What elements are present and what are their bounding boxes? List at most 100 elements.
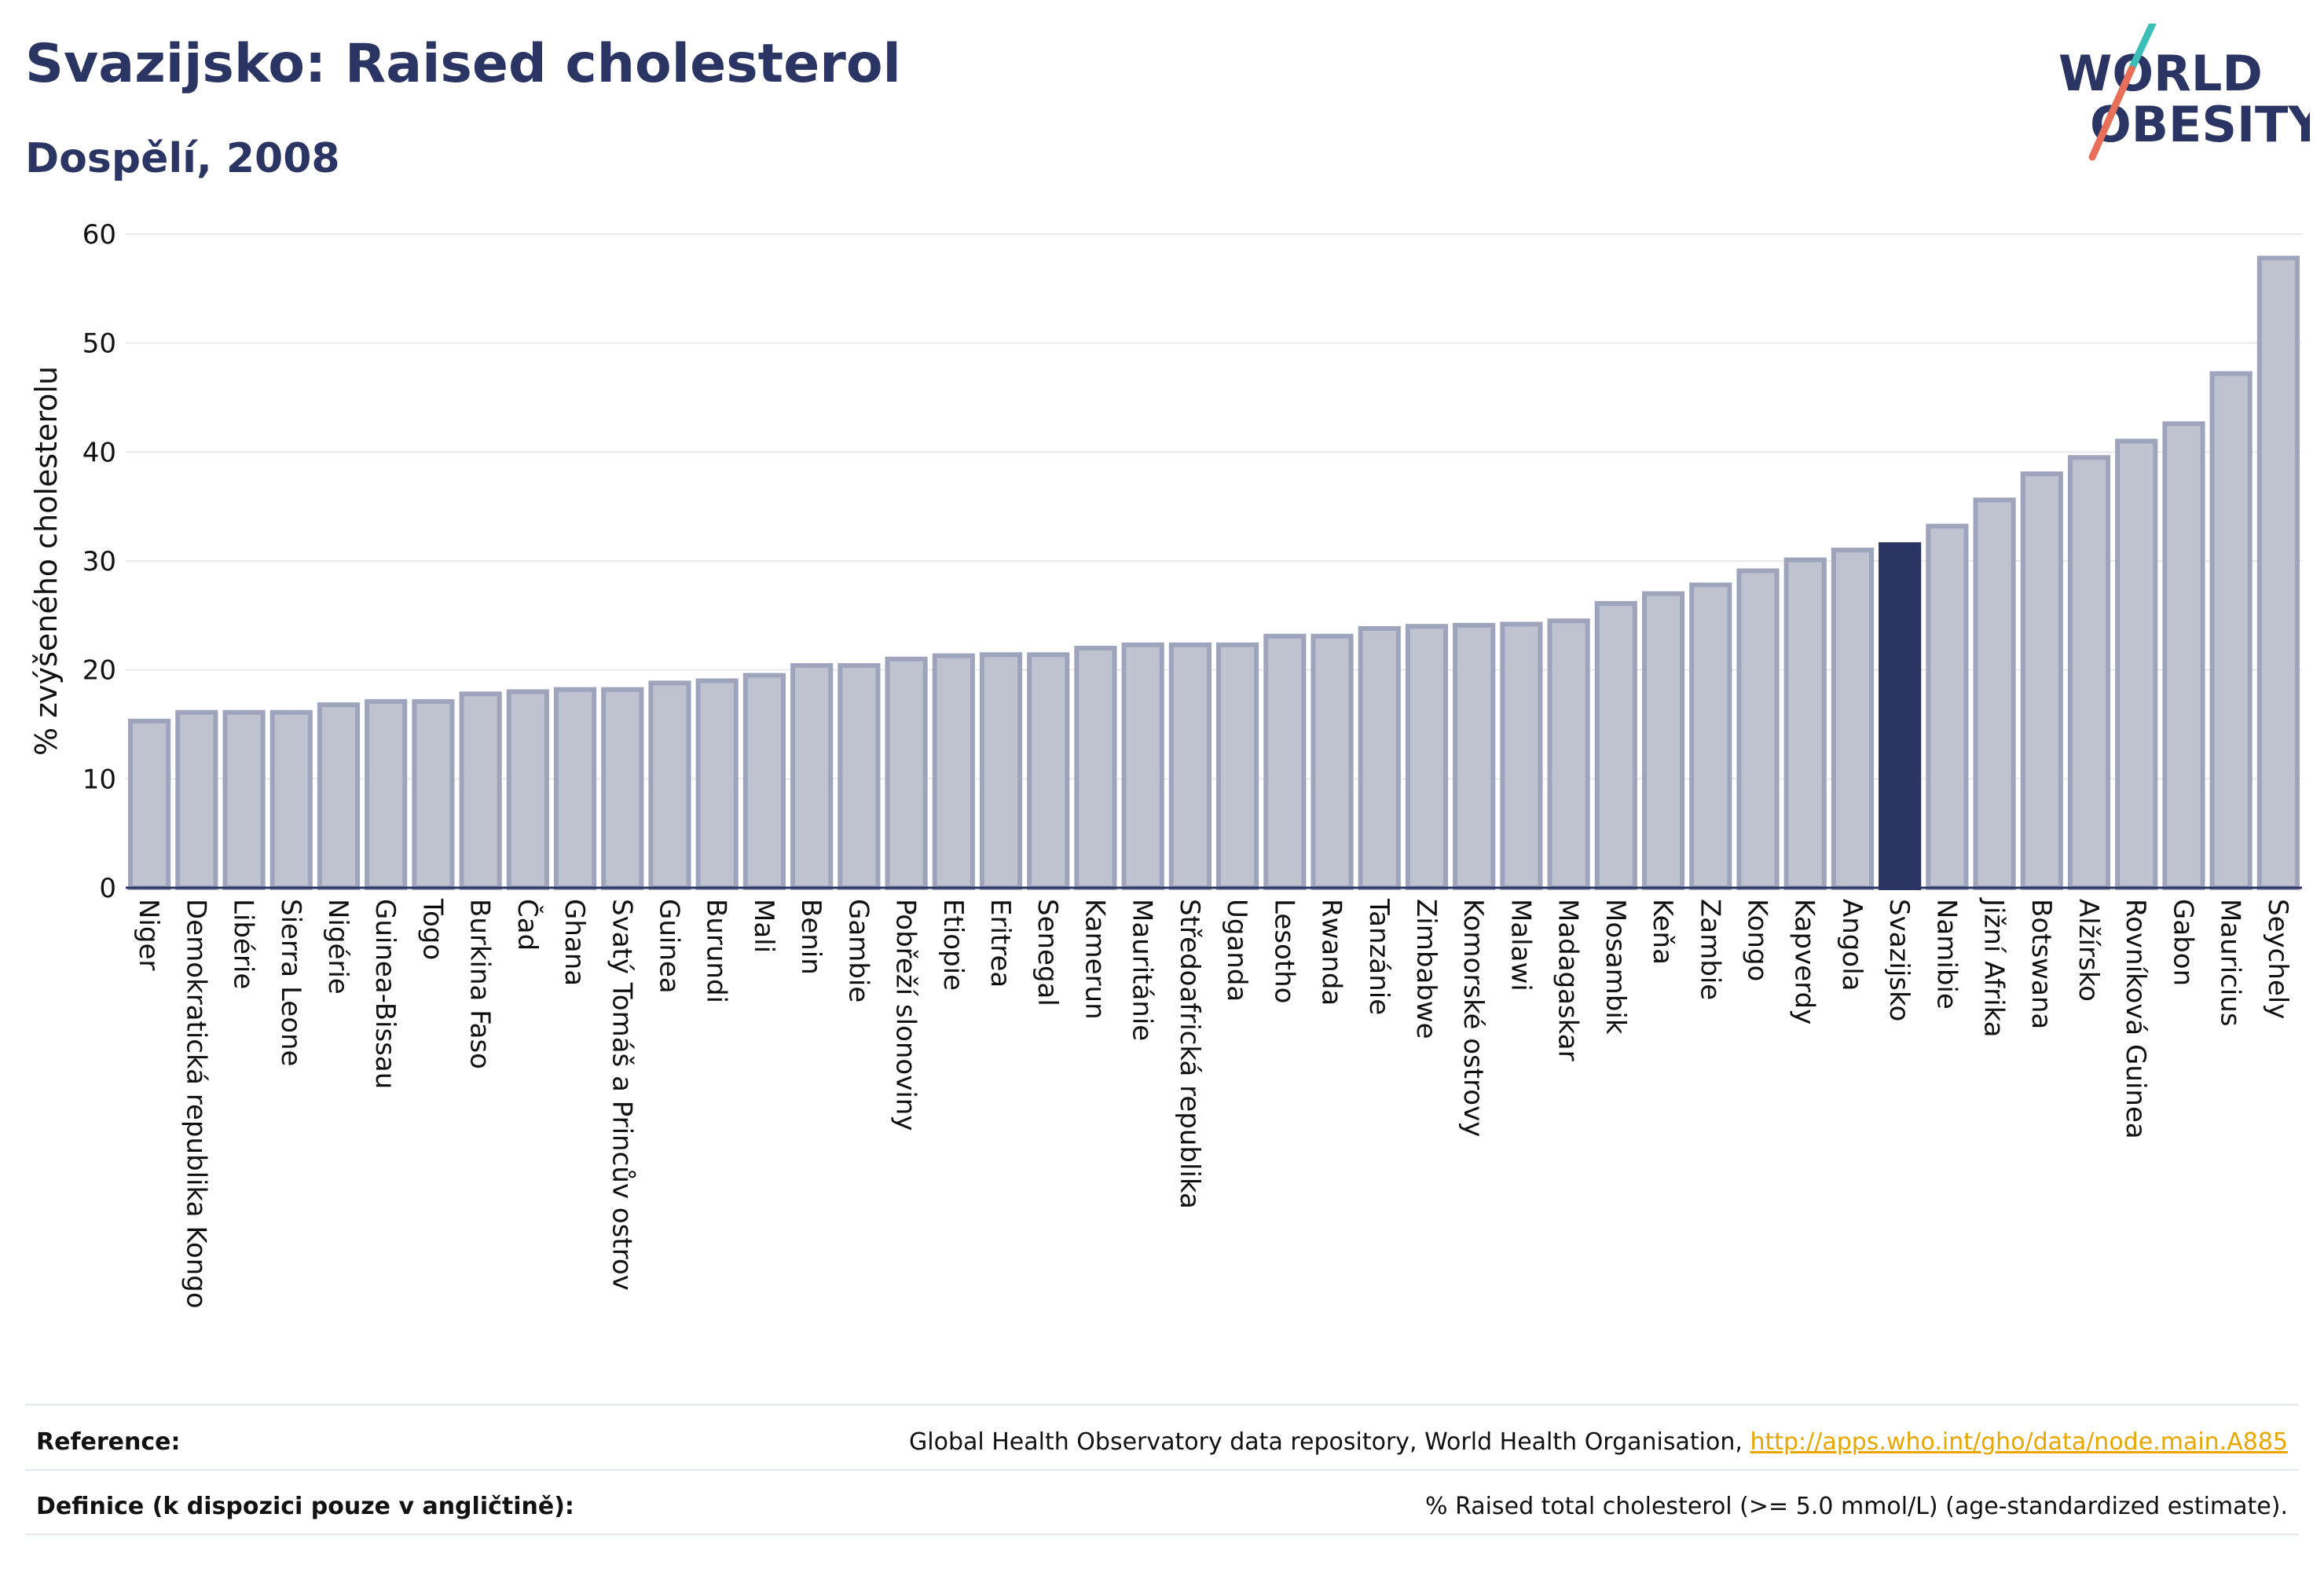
bar[interactable] [742,673,786,890]
x-tick-label: Botswana [2025,899,2057,1029]
bar[interactable] [1594,601,1637,891]
bar[interactable] [175,709,218,890]
x-tick-label: Čad [511,899,544,951]
bar[interactable] [1453,622,1496,891]
x-tick-label: Gabon [2167,899,2198,986]
bar[interactable] [838,663,881,890]
bar[interactable] [317,702,361,890]
bar[interactable] [1689,582,1732,890]
bar[interactable] [885,656,928,890]
bar[interactable] [932,653,975,890]
logo-line2: OBESITY [2090,96,2310,153]
x-tick-label: Tanzánie [1363,898,1395,1015]
definition-label: Definice (k dispozici pouze v angličtině… [36,1493,574,1520]
bar[interactable] [1121,642,1164,890]
x-tick-label: Sierra Leone [275,899,306,1066]
bar[interactable] [1405,624,1449,890]
logo-line1: WORLD [2058,45,2263,102]
bar[interactable] [2067,455,2111,890]
y-tick-label: 20 [82,655,116,687]
x-tick-label: Mosambik [1600,899,1631,1035]
chart-title: Svazijsko: Raised cholesterol [25,33,901,95]
bar[interactable] [1831,548,1875,891]
x-tick-label: Namibie [1930,899,1962,1010]
bar[interactable] [2162,421,2205,890]
bar-highlighted[interactable] [1879,542,1922,890]
x-tick-label: Benin [795,899,827,975]
x-tick-label: Nigérie [322,899,354,995]
bar[interactable] [2209,371,2253,890]
bar[interactable] [412,698,455,890]
x-tick-label: Ghana [559,899,590,986]
x-tick-label: Keňa [1647,899,1678,965]
bar[interactable] [128,718,171,891]
x-tick-label: Seychely [2262,899,2293,1019]
bar[interactable] [1736,568,1780,890]
x-tick-label: Mauricius [2215,899,2246,1027]
y-tick-label: 40 [82,437,116,468]
y-tick-label: 0 [99,873,116,904]
bar[interactable] [1027,652,1070,891]
x-tick-label: Zimbabwe [1410,899,1442,1039]
x-tick-label: Burkina Faso [464,899,496,1069]
footer-divider-bottom [25,1534,2299,1535]
x-tick-label: Komorské ostrovy [1457,899,1489,1137]
bar[interactable] [1926,523,1969,890]
x-tick-label: Jižní Afrika [1978,897,2010,1038]
y-tick-label: 10 [82,764,116,795]
x-tick-label: Rovníková Guinea [2120,899,2151,1139]
bar[interactable] [979,652,1023,891]
bar[interactable] [1310,633,1354,890]
bar[interactable] [648,680,691,890]
logo-slash-teal [2128,24,2157,73]
x-tick-label: Guinea [654,899,685,994]
bar[interactable] [601,687,644,890]
bar[interactable] [365,698,408,890]
bar[interactable] [459,691,502,890]
reference-label: Reference: [36,1428,181,1456]
bar[interactable] [790,663,834,890]
bar[interactable] [2020,471,2063,890]
bar[interactable] [1358,625,1401,890]
x-tick-label: Středoafrická republika [1174,899,1205,1209]
bar[interactable] [1547,618,1590,890]
bar[interactable] [1074,645,1117,891]
x-tick-label: Alžírsko [2073,899,2104,1002]
x-tick-label: Kapverdy [1789,899,1820,1024]
x-tick-label: Svatý Tomáš a Princův ostrov [606,899,637,1291]
x-tick-label: Togo [416,898,448,960]
bar[interactable] [506,689,549,891]
bar[interactable] [1783,557,1827,890]
x-tick-label: Niger [133,899,164,970]
x-tick-label: Guinea-Bissau [369,899,401,1089]
bar[interactable] [1216,642,1259,890]
x-tick-label: Madagaskar [1552,899,1584,1061]
x-tick-label: Kongo [1742,899,1773,981]
x-tick-label: Kamerun [1079,899,1110,1020]
bar[interactable] [222,709,266,890]
bar[interactable] [269,709,313,890]
x-tick-label: Burundi [701,899,732,1003]
reference-source: Global Health Observatory data repositor… [909,1428,1750,1456]
bar[interactable] [1168,642,1211,890]
x-tick-label: Pobřeží slonoviny [890,899,922,1131]
world-obesity-logo: WORLD OBESITY [2058,24,2310,161]
bar[interactable] [695,678,739,890]
y-tick-label: 30 [82,546,116,577]
bar[interactable] [2115,438,2158,890]
x-tick-label: Mali [748,899,779,953]
bar[interactable] [1263,633,1307,890]
y-axis-label: % zvýšeného cholesterolu [29,366,64,756]
bar[interactable] [2256,255,2300,890]
x-tick-label: Zambie [1694,899,1725,1000]
bar[interactable] [553,687,597,890]
bar[interactable] [1641,591,1685,890]
reference-text: Global Health Observatory data repositor… [909,1428,2288,1456]
bar[interactable] [1973,497,2016,890]
x-tick-label: Lesotho [1268,899,1299,1003]
x-tick-label: Libérie [228,899,259,989]
y-tick-label: 50 [82,328,116,360]
reference-link[interactable]: http://apps.who.int/gho/data/node.main.A… [1750,1428,2288,1456]
logo-slash-coral [2088,65,2135,161]
bar[interactable] [1500,621,1543,891]
